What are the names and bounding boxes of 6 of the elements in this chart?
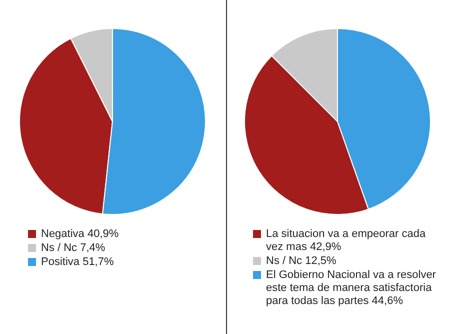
legend-label: La situacion va a empeorar cada vez mas 42,9% — [266, 228, 427, 254]
legend-label: El Gobierno Nacional va a resolver este tema de manera satisfactoria para todas las partes 44,6% — [266, 269, 437, 308]
legend-label: Ns / Nc 7,4% — [41, 242, 106, 255]
legend-label: Negativa 40,9% — [41, 228, 119, 241]
legend-label: Ns / Nc 12,5% — [266, 255, 336, 268]
legend-label: Positiva 51,7% — [41, 256, 114, 269]
